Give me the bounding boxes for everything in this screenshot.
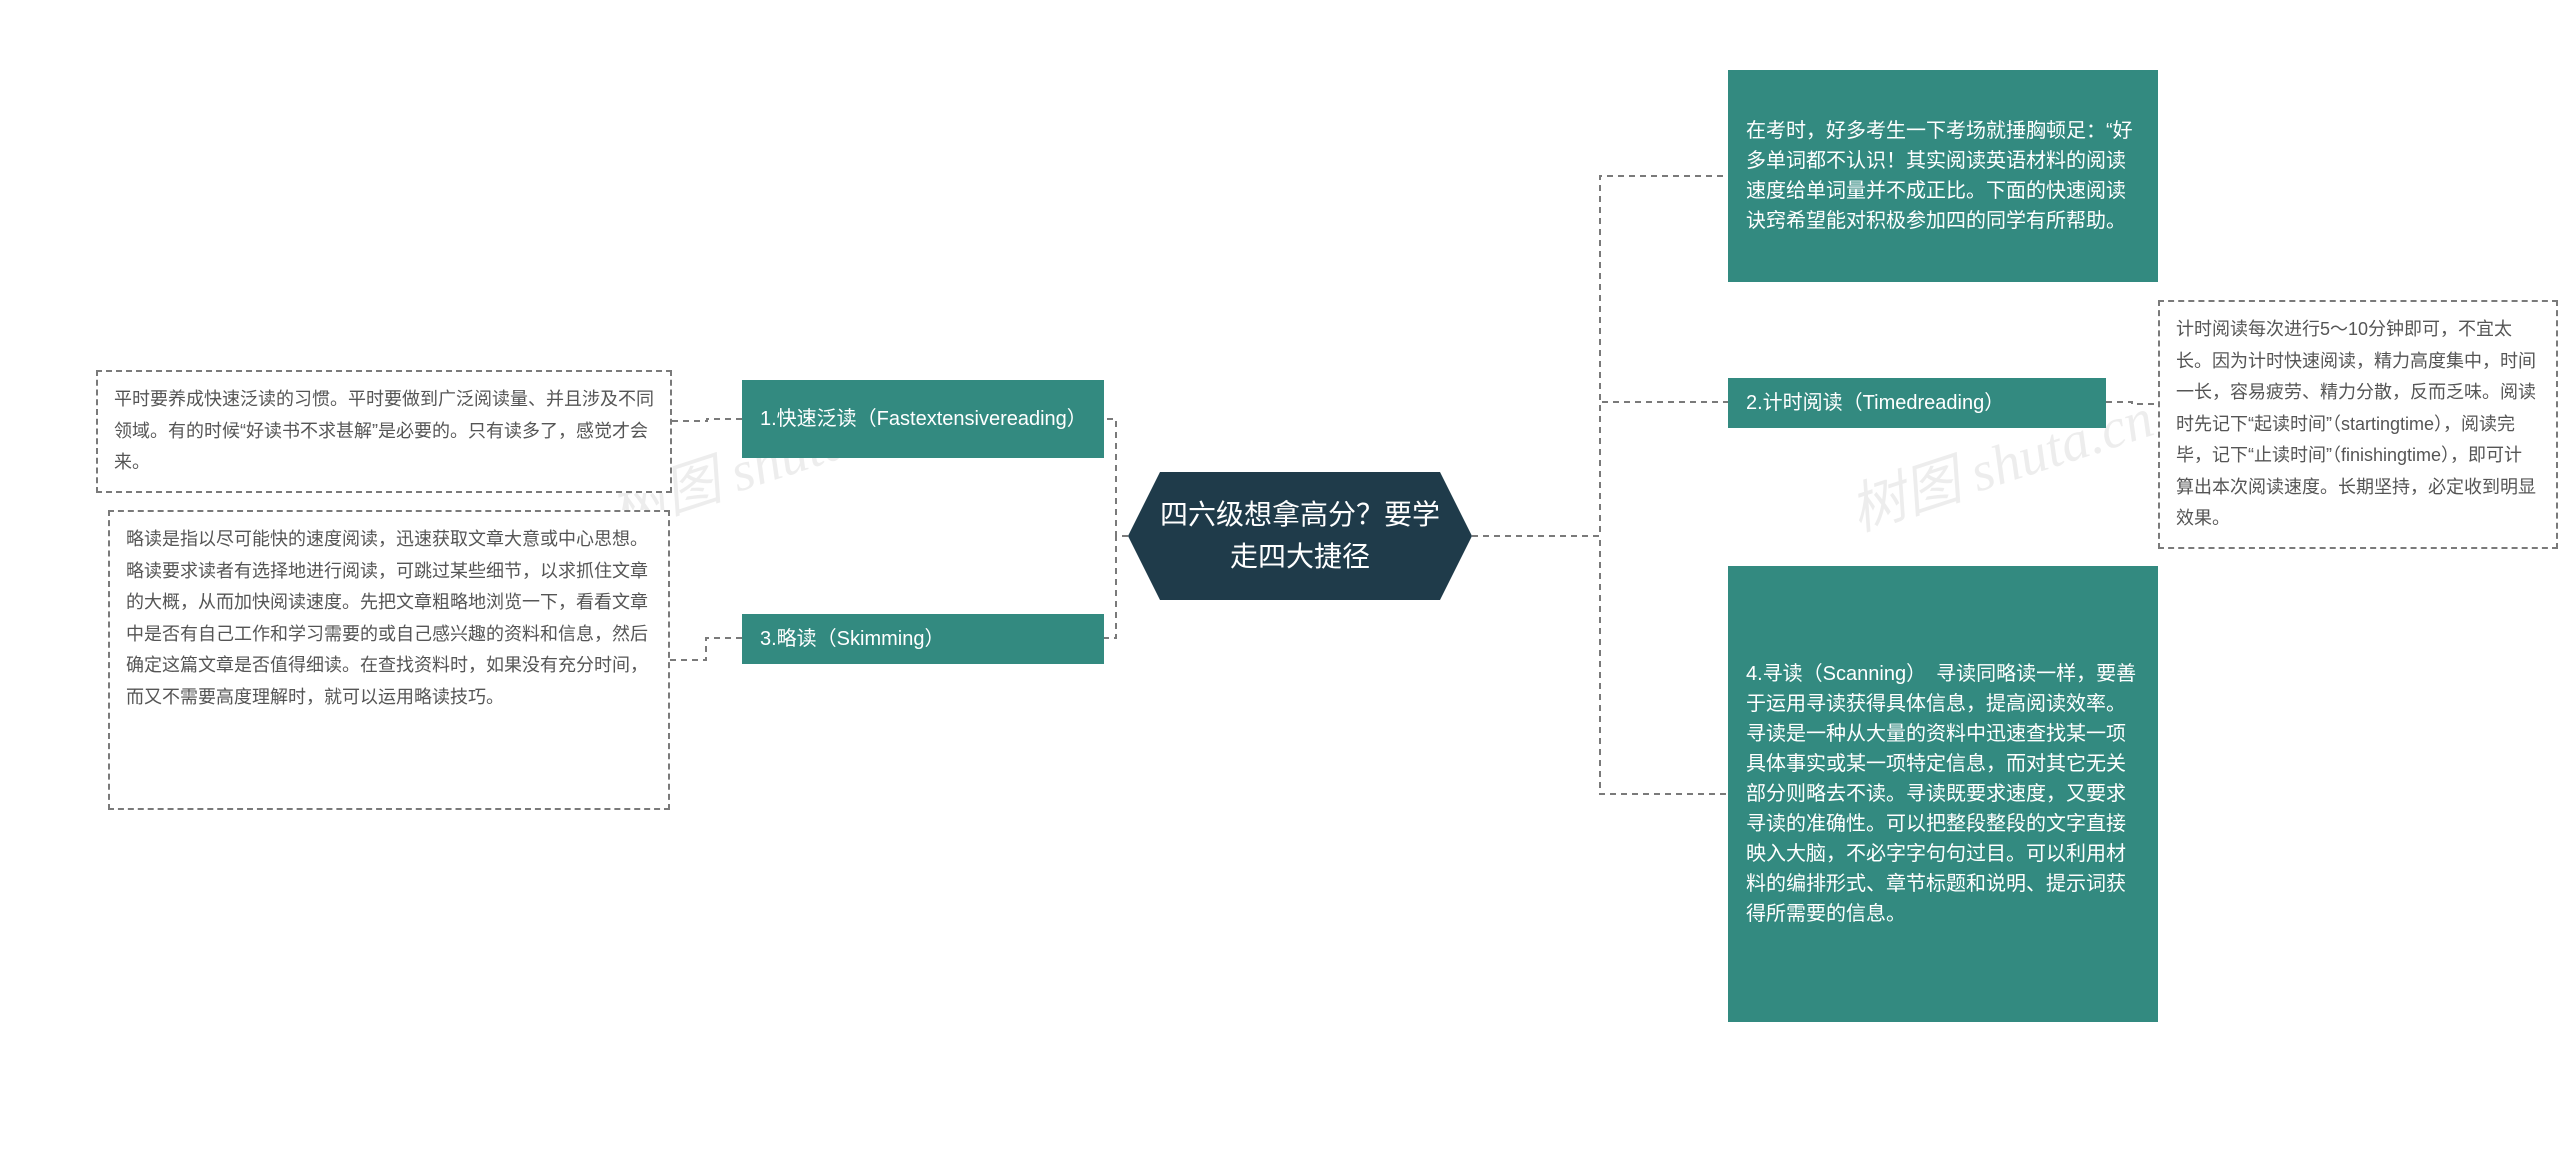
center-label: 四六级想拿高分？要学走四大捷径 (1154, 494, 1446, 578)
branch-b3: 3.略读（Skimming） (742, 614, 1104, 664)
leaf-b1: 平时要养成快速泛读的习惯。平时要做到广泛阅读量、并且涉及不同领域。有的时候“好读… (96, 370, 672, 493)
branch-b0: 在考时，好多考生一下考场就捶胸顿足：“好多单词都不认识！其实阅读英语材料的阅读速… (1728, 70, 2158, 282)
branch-b2: 2.计时阅读（Timedreading） (1728, 378, 2106, 428)
branch-b1: 1.快速泛读（Fastextensivereading） (742, 380, 1104, 458)
branch-b4: 4.寻读（Scanning） 寻读同略读一样，要善于运用寻读获得具体信息，提高阅… (1728, 566, 2158, 1022)
leaf-b3: 略读是指以尽可能快的速度阅读，迅速获取文章大意或中心思想。略读要求读者有选择地进… (108, 510, 670, 810)
leaf-b2: 计时阅读每次进行5～10分钟即可，不宜太长。因为计时快速阅读，精力高度集中，时间… (2158, 300, 2558, 549)
center-topic: 四六级想拿高分？要学走四大捷径 (1128, 472, 1472, 600)
